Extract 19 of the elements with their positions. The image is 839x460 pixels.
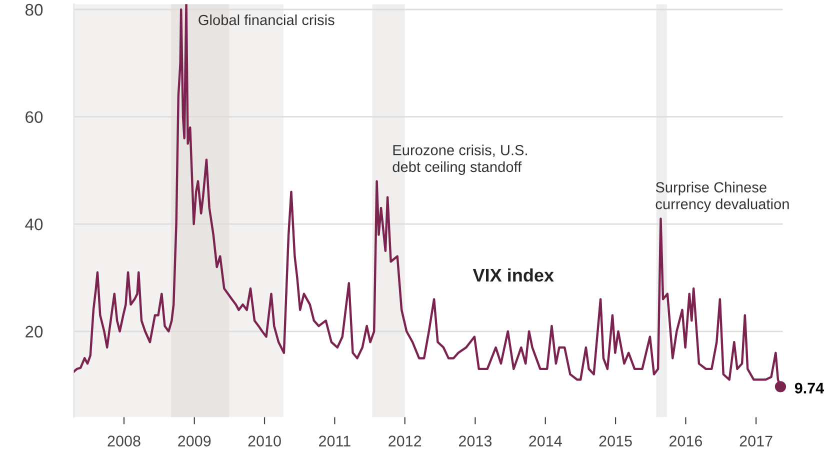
x-tick-label: 2011 <box>319 436 350 446</box>
x-tick-label: 2013 <box>458 436 492 446</box>
y-tick-label: 80 <box>25 4 43 16</box>
x-tick-label: 2009 <box>178 436 211 446</box>
annotation: 9.74 <box>794 382 824 394</box>
x-tick-label: 2012 <box>388 436 422 446</box>
x-tick-label: 2014 <box>529 436 562 446</box>
x-tick-label: 2008 <box>108 436 140 446</box>
text: VIX index <box>472 268 554 282</box>
y-tick-label: 40 <box>25 218 43 230</box>
y-tick-label: 20 <box>26 326 43 338</box>
annotation: Surprise Chinese currency devaluation <box>656 182 789 212</box>
annotation: Eurozone crisis, U.S. debt ceiling standoff <box>392 144 527 175</box>
x-tick-label: 2010 <box>248 436 281 446</box>
y-tick-label: 60 <box>26 111 43 123</box>
x-tick-label: 2017 <box>740 436 772 446</box>
annotation: Global financial crisis <box>198 14 334 26</box>
x-tick-label: 2015 <box>599 436 632 446</box>
x-tick-label: 2016 <box>669 436 702 446</box>
